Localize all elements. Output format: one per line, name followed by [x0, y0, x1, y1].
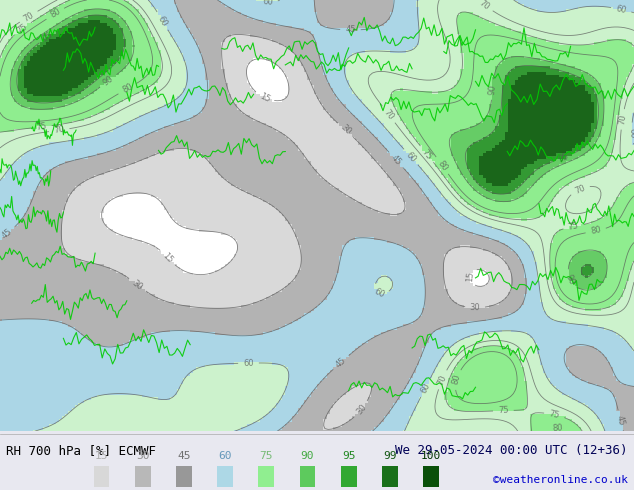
Text: RH 700 hPa [%] ECMWF: RH 700 hPa [%] ECMWF	[6, 444, 157, 457]
FancyBboxPatch shape	[382, 466, 398, 487]
Text: 60: 60	[156, 14, 169, 28]
Text: 75: 75	[15, 22, 29, 35]
Text: We 29-05-2024 00:00 UTC (12+36): We 29-05-2024 00:00 UTC (12+36)	[395, 444, 628, 457]
Text: 60: 60	[372, 287, 386, 299]
Text: 45: 45	[615, 414, 626, 426]
Text: 90: 90	[564, 272, 576, 286]
FancyBboxPatch shape	[341, 466, 357, 487]
Text: 45: 45	[345, 25, 356, 34]
Text: 30: 30	[354, 403, 368, 416]
Text: 80: 80	[590, 225, 602, 236]
Text: 95: 95	[342, 451, 356, 461]
FancyBboxPatch shape	[217, 466, 233, 487]
Text: 80: 80	[451, 373, 463, 386]
Text: 70: 70	[618, 113, 628, 125]
Text: 100: 100	[421, 451, 441, 461]
Text: 60: 60	[262, 0, 273, 7]
Text: 75: 75	[420, 147, 434, 161]
Text: 99: 99	[383, 451, 397, 461]
FancyBboxPatch shape	[94, 466, 109, 487]
Text: 60: 60	[404, 150, 418, 164]
Text: 95: 95	[557, 151, 571, 164]
Text: 70: 70	[53, 125, 65, 135]
Text: 15: 15	[465, 271, 476, 282]
Text: 75: 75	[498, 406, 509, 416]
Text: 30: 30	[469, 303, 480, 312]
Text: 80: 80	[552, 424, 563, 434]
Text: 80: 80	[48, 7, 62, 20]
Text: 75: 75	[259, 451, 273, 461]
Text: 45: 45	[1, 226, 14, 240]
Text: 45: 45	[177, 451, 191, 461]
Text: 95: 95	[41, 30, 55, 44]
Text: ©weatheronline.co.uk: ©weatheronline.co.uk	[493, 475, 628, 485]
Text: 45: 45	[389, 153, 403, 167]
FancyBboxPatch shape	[299, 466, 316, 487]
Text: 15: 15	[161, 251, 174, 265]
Text: 75: 75	[548, 409, 560, 420]
FancyBboxPatch shape	[134, 466, 150, 487]
FancyBboxPatch shape	[176, 466, 192, 487]
Text: 30: 30	[131, 278, 145, 292]
Text: 60: 60	[419, 381, 432, 394]
Text: 30: 30	[339, 123, 353, 137]
Text: 30: 30	[136, 451, 150, 461]
Text: 90: 90	[488, 84, 498, 95]
Text: 70: 70	[22, 10, 36, 23]
Text: 60: 60	[627, 127, 634, 139]
Text: 90: 90	[101, 74, 115, 88]
Text: 75: 75	[36, 122, 47, 132]
FancyBboxPatch shape	[424, 466, 439, 487]
Text: 45: 45	[334, 355, 348, 369]
Text: 80: 80	[436, 158, 449, 172]
Text: 60: 60	[615, 4, 628, 15]
Text: 90: 90	[301, 451, 314, 461]
Text: 80: 80	[120, 82, 134, 95]
Text: 60: 60	[218, 451, 232, 461]
Text: 60: 60	[243, 359, 254, 368]
Text: 70: 70	[573, 183, 586, 196]
Text: 70: 70	[382, 107, 396, 122]
Text: 15: 15	[258, 91, 271, 104]
FancyBboxPatch shape	[259, 466, 275, 487]
Text: 70: 70	[436, 373, 448, 386]
Text: 15: 15	[94, 451, 108, 461]
Text: 70: 70	[477, 0, 491, 12]
Text: 75: 75	[567, 221, 579, 232]
